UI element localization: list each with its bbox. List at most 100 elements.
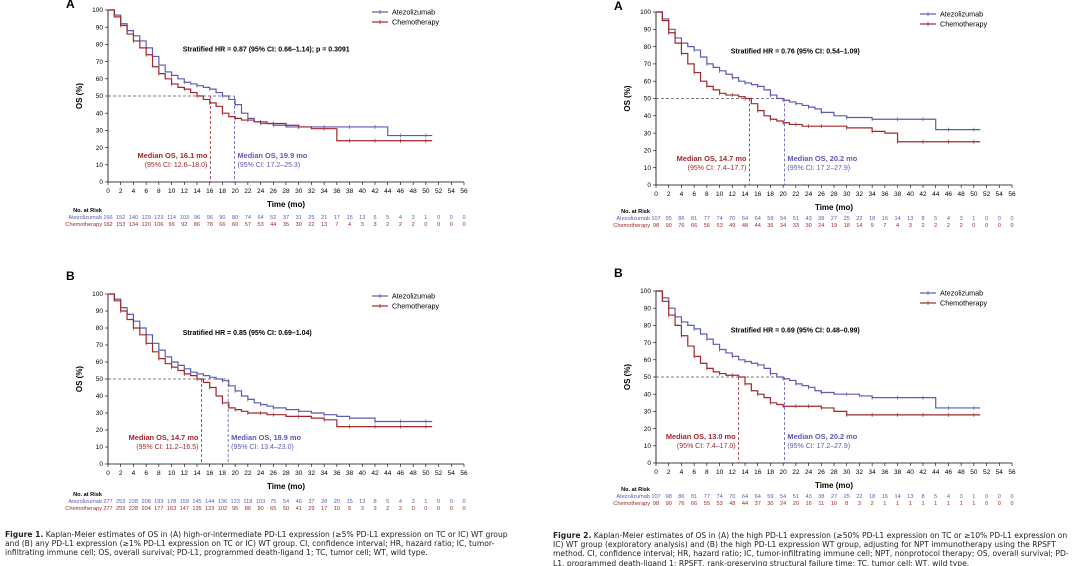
y-tick-label: 60 xyxy=(644,357,652,364)
risk-count: 1 xyxy=(896,501,899,507)
risk-count: 2 xyxy=(412,222,415,228)
x-tick-label: 18 xyxy=(219,188,227,195)
x-tick-label: 46 xyxy=(397,470,405,477)
km-chart-fig1-b: B 0 10 20 30 40 50 60 70 80 90 100 0 2 4 6 8 10 12 14 16 18 20… xyxy=(62,262,482,524)
risk-count: 20 xyxy=(793,501,799,507)
risk-count: 7 xyxy=(335,222,338,228)
x-tick-label: 22 xyxy=(244,470,252,477)
x-tick-label: 0 xyxy=(654,469,658,476)
risk-count: 74 xyxy=(716,494,722,500)
risk-count: 14 xyxy=(894,494,900,500)
median-atezolizumab-ci: (95% CI: 17.2–27.9) xyxy=(787,165,850,172)
x-tick-label: 22 xyxy=(792,469,800,476)
risk-count: 8 xyxy=(921,216,924,222)
risk-count: 0 xyxy=(1010,216,1013,222)
risk-count: 33 xyxy=(793,223,799,229)
risk-count: 46 xyxy=(296,499,302,505)
risk-count: 2 xyxy=(399,506,402,512)
median-chemotherapy-ci: (95% CI: 7.4–17.0) xyxy=(677,443,736,450)
risk-count: 129 xyxy=(141,215,150,221)
risk-count: 3 xyxy=(960,494,963,500)
risk-count: 65 xyxy=(270,506,276,512)
x-tick-label: 16 xyxy=(754,469,762,476)
x-tick-label: 30 xyxy=(295,188,303,195)
risk-count: 0 xyxy=(437,499,440,505)
risk-count: 36 xyxy=(767,223,773,229)
risk-count: 1 xyxy=(972,501,975,507)
y-tick-label: 30 xyxy=(644,130,652,137)
risk-count: 75 xyxy=(270,499,276,505)
y-tick-label: 90 xyxy=(644,305,652,312)
risk-count: 0 xyxy=(985,494,988,500)
risk-count: 90 xyxy=(666,223,672,229)
risk-count: 103 xyxy=(256,499,265,505)
risk-count: 70 xyxy=(729,494,735,500)
risk-count: 2 xyxy=(386,506,389,512)
risk-count: 140 xyxy=(129,215,138,221)
risk-table-header: No. at Risk xyxy=(73,208,103,214)
y-tick-label: 30 xyxy=(96,410,104,417)
x-tick-label: 36 xyxy=(881,469,889,476)
x-tick-label: 56 xyxy=(460,188,468,195)
risk-count: 253 xyxy=(116,499,125,505)
risk-count: 0 xyxy=(972,223,975,229)
risk-count: 3 xyxy=(361,222,364,228)
x-tick-label: 50 xyxy=(422,470,430,477)
x-tick-label: 22 xyxy=(244,188,252,195)
x-tick-label: 48 xyxy=(958,191,966,198)
risk-count: 147 xyxy=(180,506,189,512)
y-tick-label: 10 xyxy=(96,444,104,451)
risk-count: 3 xyxy=(909,223,912,229)
x-tick-label: 22 xyxy=(792,191,800,198)
risk-count: 13 xyxy=(359,215,365,221)
median-chemotherapy-label: Median OS, 16.1 mo xyxy=(138,151,208,160)
y-tick-label: 60 xyxy=(96,359,104,366)
risk-count: 13 xyxy=(321,222,327,228)
risk-count: 18 xyxy=(844,223,850,229)
x-axis-label: Time (mo) xyxy=(267,200,305,209)
risk-count: 38 xyxy=(818,494,824,500)
risk-count: 37 xyxy=(283,215,289,221)
y-tick-label: 20 xyxy=(644,426,652,433)
y-axis-label: OS (%) xyxy=(75,366,84,393)
risk-count: 136 xyxy=(218,499,227,505)
median-atezolizumab-ci: (95% CI: 17.2–27.9) xyxy=(787,443,850,450)
x-tick-label: 8 xyxy=(705,191,709,198)
x-tick-label: 28 xyxy=(282,188,290,195)
risk-count: 53 xyxy=(257,222,263,228)
risk-count: 66 xyxy=(219,222,225,228)
median-atezolizumab-label: Median OS, 19.9 mo xyxy=(238,151,308,160)
y-tick-label: 20 xyxy=(96,145,104,152)
risk-count: 44 xyxy=(742,501,748,507)
x-tick-label: 42 xyxy=(371,188,379,195)
y-tick-label: 80 xyxy=(96,42,104,49)
risk-count: 0 xyxy=(437,215,440,221)
y-tick-label: 100 xyxy=(640,288,651,295)
x-tick-label: 4 xyxy=(132,188,136,195)
x-tick-label: 6 xyxy=(692,191,696,198)
risk-count: 96 xyxy=(194,215,200,221)
x-tick-label: 0 xyxy=(654,191,658,198)
risk-count: 0 xyxy=(985,216,988,222)
x-tick-label: 16 xyxy=(754,191,762,198)
x-tick-label: 14 xyxy=(741,191,749,198)
x-tick-label: 40 xyxy=(907,191,915,198)
x-tick-label: 44 xyxy=(384,470,392,477)
x-tick-label: 52 xyxy=(983,191,991,198)
risk-count: 59 xyxy=(767,216,773,222)
risk-count: 78 xyxy=(207,222,213,228)
x-tick-label: 18 xyxy=(767,469,775,476)
risk-count: 228 xyxy=(129,499,138,505)
x-tick-label: 36 xyxy=(881,191,889,198)
x-tick-label: 12 xyxy=(729,191,737,198)
legend-label: Atezolizumab xyxy=(392,292,435,301)
x-tick-label: 50 xyxy=(970,191,978,198)
x-tick-label: 44 xyxy=(932,469,940,476)
risk-count: 152 xyxy=(116,215,125,221)
risk-count: 1 xyxy=(972,494,975,500)
y-tick-label: 50 xyxy=(96,376,104,383)
risk-count: 13 xyxy=(907,216,913,222)
median-atezolizumab-label: Median OS, 18.9 mo xyxy=(231,433,301,442)
median-atezolizumab-ci: (95% CI: 13.4–23.0) xyxy=(231,444,294,451)
risk-count: 41 xyxy=(296,506,302,512)
